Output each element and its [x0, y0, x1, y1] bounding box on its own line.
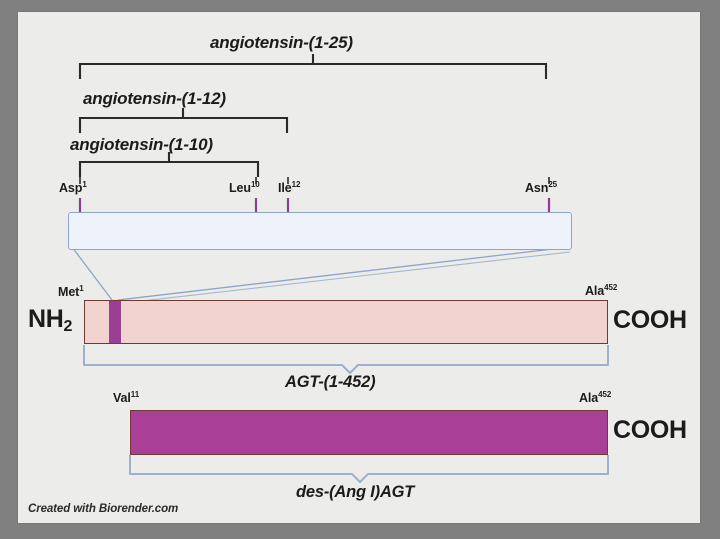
residue-name-asn: Asn [525, 181, 549, 195]
residue-position-met: 1 [79, 283, 84, 293]
residue-label-ala452-des: Ala452 [579, 389, 612, 405]
residue-position-ala-des: 452 [598, 389, 612, 399]
nh2-subscript: 2 [63, 318, 73, 335]
residue-label-asp1: Asp1 [59, 179, 87, 195]
residue-position-ala-agt: 452 [604, 282, 618, 292]
residue-label-met1: Met1 [58, 283, 84, 299]
residue-name-ala-agt: Ala [585, 284, 605, 298]
expanded-peptide-box [68, 212, 572, 250]
residue-position-leu: 10 [250, 179, 260, 189]
residue-position-asn: 25 [548, 179, 558, 189]
residue-name-ile: Ile [278, 181, 292, 195]
nh2-text: NH [28, 305, 64, 333]
agt-n-terminus-label: NH2 [28, 305, 73, 335]
residue-name-ala-des: Ala [579, 391, 599, 405]
bracket-label-angiotensin-1-10: angiotensin-(1-10) [70, 135, 213, 154]
residue-name-met: Met [58, 285, 80, 299]
residue-label-ile12: Ile12 [278, 179, 301, 195]
residue-position-ile: 12 [291, 179, 301, 189]
brace-label-agt-1-452: AGT-(1-452) [285, 373, 376, 391]
brace-label-des-ang-i-agt: des-(Ang I)AGT [296, 483, 415, 501]
agt-c-terminus-label: COOH [613, 306, 687, 334]
residue-name-leu: Leu [229, 181, 251, 195]
des-ang-c-terminus-label: COOH [613, 416, 687, 444]
agt-protein-bar [84, 300, 608, 344]
residue-name-val: Val [113, 391, 131, 405]
residue-label-val11: Val11 [113, 389, 140, 405]
bracket-label-angiotensin-1-12: angiotensin-(1-12) [83, 89, 226, 108]
residue-name-asp: Asp [59, 181, 83, 195]
bracket-label-angiotensin-1-25: angiotensin-(1-25) [210, 33, 353, 52]
residue-position-val: 11 [130, 389, 140, 399]
residue-position-asp: 1 [82, 179, 87, 189]
des-ang-i-agt-protein-bar [130, 410, 608, 455]
residue-label-leu10: Leu10 [229, 179, 260, 195]
biorender-watermark: Created with Biorender.com [28, 503, 179, 515]
agt-angiotensin-segment [109, 301, 121, 343]
residue-label-asn25: Asn25 [525, 179, 558, 195]
residue-label-ala452-agt: Ala452 [585, 282, 618, 298]
